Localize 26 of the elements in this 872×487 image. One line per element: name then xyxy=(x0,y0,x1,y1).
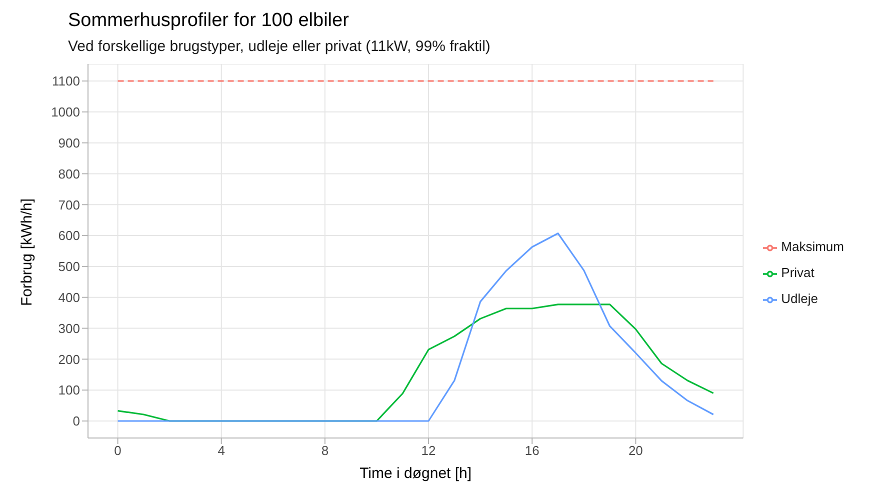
chart-subtitle: Ved forskellige brugstyper, udleje eller privat (11kW, 99% fraktil) xyxy=(68,38,490,55)
y-tick-label: 500 xyxy=(58,259,80,274)
legend-label: Udleje xyxy=(781,291,818,306)
y-tick-label: 200 xyxy=(58,352,80,367)
x-tick-label: 0 xyxy=(114,443,122,458)
legend-label: Maksimum xyxy=(781,239,844,254)
y-tick-label: 1100 xyxy=(52,74,80,89)
y-tick-label: 400 xyxy=(58,290,80,305)
y-tick-label: 1000 xyxy=(51,104,80,120)
x-tick-label: 16 xyxy=(524,443,540,458)
line-series xyxy=(116,232,714,422)
y-tick-label: 100 xyxy=(58,382,80,398)
y-tick-label: 700 xyxy=(58,197,80,212)
x-tick-label: 4 xyxy=(218,443,225,458)
y-tick-label: 0 xyxy=(72,414,80,429)
y-axis-title: Forbrug [kWh/h] xyxy=(18,198,36,306)
legend-label: Privat xyxy=(781,265,814,280)
x-tick-label: 8 xyxy=(321,443,329,458)
x-tick-label: 20 xyxy=(628,443,643,458)
y-tick-label: 600 xyxy=(58,228,80,244)
y-tick-label: 900 xyxy=(58,135,80,150)
x-tick-label: 12 xyxy=(421,443,436,458)
y-tick-label: 800 xyxy=(58,166,80,182)
y-tick-label: 300 xyxy=(58,320,80,336)
x-axis-title: Time i døgnet [h] xyxy=(360,465,472,482)
chart-title: Sommerhusprofiler for 100 elbiler xyxy=(68,10,349,32)
